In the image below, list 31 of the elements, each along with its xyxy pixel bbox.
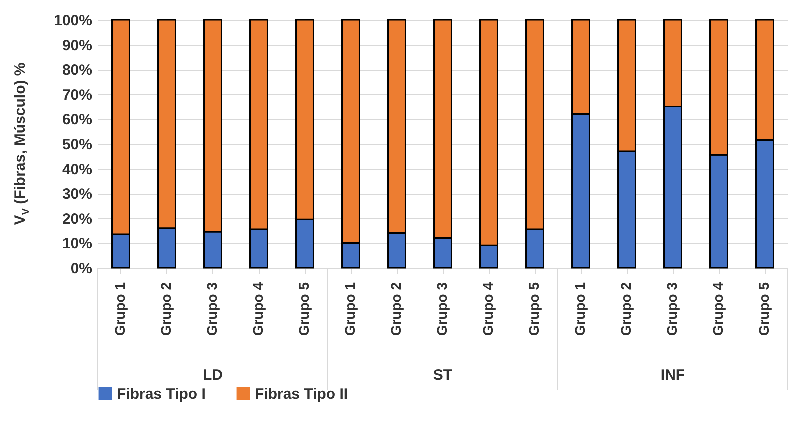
x-tick-label: Grupo 2 <box>388 282 404 336</box>
x-tick-label: Grupo 4 <box>710 282 726 336</box>
y-tick-label: 60% <box>62 112 92 129</box>
y-tick-label: 0% <box>70 260 92 278</box>
y-tick-label: 80% <box>62 62 92 80</box>
x-tick-label: Grupo 2 <box>618 282 634 336</box>
y-tick-label: 50% <box>62 136 92 154</box>
text: LD <box>203 367 224 384</box>
x-tick-label: Grupo 2 <box>158 282 174 336</box>
x-tick-label: Grupo 5 <box>756 282 772 336</box>
x-tick-label: Grupo 1 <box>572 282 588 336</box>
text: INF <box>660 367 686 384</box>
x-tick-label: Grupo 5 <box>296 282 312 336</box>
y-tick-label: 30% <box>62 186 92 204</box>
x-tick-label: Grupo 4 <box>480 282 496 336</box>
x-tick-label: Grupo 5 <box>526 282 542 336</box>
y-tick-label: 40% <box>62 161 92 178</box>
y-tick-label: 70% <box>62 86 92 104</box>
x-tick-label: Grupo 1 <box>342 282 358 336</box>
text: ST <box>433 367 453 384</box>
y-tick-label: 100% <box>54 12 92 30</box>
x-tick-label: Grupo 4 <box>250 282 266 336</box>
y-tick-label: 10% <box>62 236 92 253</box>
x-tick-label: Grupo 1 <box>112 282 128 336</box>
legend-label: Fibras Tipo II <box>255 386 348 403</box>
y-tick-label: 90% <box>62 37 92 54</box>
x-tick-label: Grupo 3 <box>434 282 450 336</box>
legend-label: Fibras Tipo I <box>117 386 206 403</box>
x-tick-label: Grupo 3 <box>664 282 680 336</box>
x-tick-label: Grupo 3 <box>204 282 220 336</box>
y-tick-label: 20% <box>62 210 92 228</box>
